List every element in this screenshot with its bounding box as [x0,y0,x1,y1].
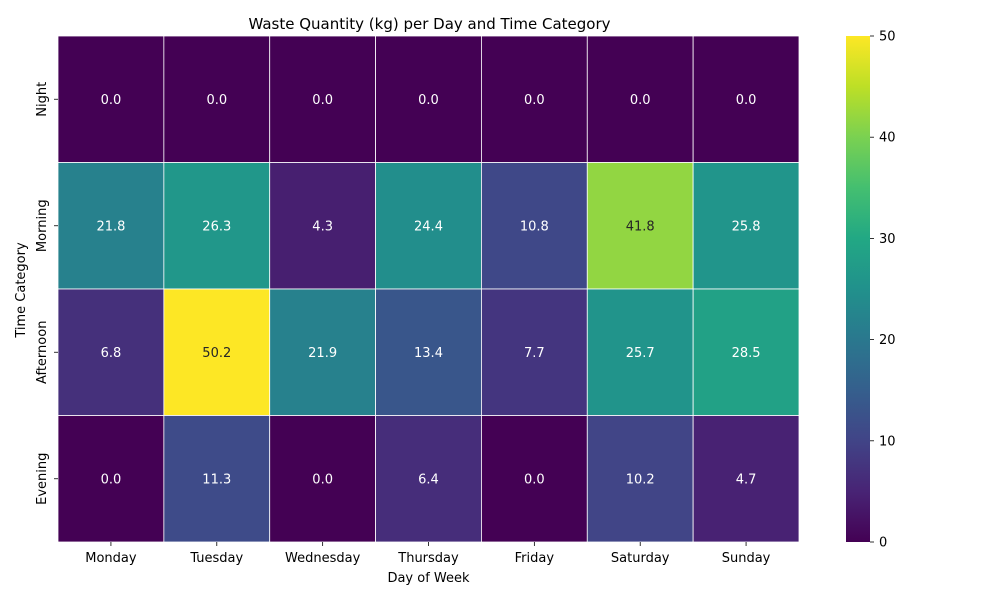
heatmap-cell [163,415,271,543]
cell-value-label: 6.4 [418,472,439,487]
colorbar-tick-label: 20 [879,333,896,348]
y-tick-label: Morning [35,199,50,252]
heatmap-cell [375,288,482,416]
cell-value-label: 0.0 [206,93,227,108]
colorbar-tick-label: 50 [879,30,896,45]
heatmap-cell [57,288,165,416]
x-tick-label: Sunday [722,551,771,566]
y-axis-label: Time Category [14,242,29,339]
x-axis-label: Day of Week [387,571,470,586]
heatmap-cell [481,35,588,163]
cell-value-label: 4.3 [312,219,333,234]
heatmap-cell [692,288,800,416]
colorbar: 0 10 20 30 40 50 [846,30,896,551]
x-tick-label: Wednesday [285,551,361,566]
cell-value-label: 0.0 [418,93,439,108]
colorbar-tick-label: 0 [879,536,887,551]
heatmap-cell [163,35,271,163]
heatmap-cell [375,415,482,543]
cell-value-label: 0.0 [312,472,333,487]
heatmap-cell [692,35,800,163]
cell-value-label: 7.7 [524,346,545,361]
cell-value-label: 0.0 [312,93,333,108]
colorbar-tick-label: 10 [879,434,896,449]
heatmap-cell [481,288,588,416]
heatmap-cell [375,35,482,163]
heatmap-cell [57,415,165,543]
cell-labels: 0.0 0.0 0.0 0.0 0.0 0.0 0.0 21.8 26.3 4.3 24.4 10.8… [96,93,760,488]
heatmap-cell [269,35,376,163]
heatmap-cell [586,288,694,416]
heatmap-cell [692,415,800,543]
heatmap-cell [269,162,376,290]
cell-value-label: 21.8 [96,219,125,234]
y-axis: Night Morning Afternoon Evening [35,82,58,505]
cell-value-label: 0.0 [101,93,122,108]
y-tick-label: Afternoon [35,321,50,384]
cell-value-label: 0.0 [524,472,545,487]
cell-value-label: 4.7 [736,472,757,487]
cell-value-label: 21.9 [308,346,337,361]
cell-value-label: 0.0 [101,472,122,487]
cell-value-label: 41.8 [626,219,655,234]
chart-title: Waste Quantity (kg) per Day and Time Cat… [248,15,610,33]
heatmap-cell [586,415,694,543]
y-tick-label: Night [35,82,50,117]
cell-value-label: 10.2 [626,472,655,487]
x-tick-label: Monday [85,551,137,566]
cell-value-label: 11.3 [202,472,231,487]
cell-value-label: 0.0 [524,93,545,108]
x-tick-label: Friday [515,551,555,566]
heatmap-cell [163,288,271,416]
cell-value-label: 13.4 [414,346,443,361]
heatmap-cells [57,35,800,543]
y-tick-label: Evening [35,453,50,505]
colorbar-gradient [846,36,870,542]
cell-value-label: 25.7 [626,346,655,361]
heatmap-cell [586,162,694,290]
cell-value-label: 0.0 [630,93,651,108]
x-tick-label: Tuesday [189,551,243,566]
cell-value-label: 6.8 [101,346,122,361]
cell-value-label: 24.4 [414,219,443,234]
cell-value-label: 10.8 [520,219,549,234]
colorbar-tick-label: 30 [879,232,896,247]
x-tick-label: Thursday [397,551,459,566]
cell-value-label: 50.2 [202,346,231,361]
cell-value-label: 25.8 [732,219,761,234]
heatmap-cell [586,35,694,163]
x-tick-label: Saturday [611,551,670,566]
heatmap-cell [269,288,376,416]
heatmap-cell [692,162,800,290]
heatmap-cell [481,162,588,290]
cell-value-label: 28.5 [732,346,761,361]
colorbar-tick-label: 40 [879,131,896,146]
heatmap-cell [57,35,165,163]
cell-value-label: 0.0 [736,93,757,108]
cell-value-label: 26.3 [202,219,231,234]
x-axis: Monday Tuesday Wednesday Thursday Friday Satu… [85,542,771,566]
heatmap-cell [57,162,165,290]
